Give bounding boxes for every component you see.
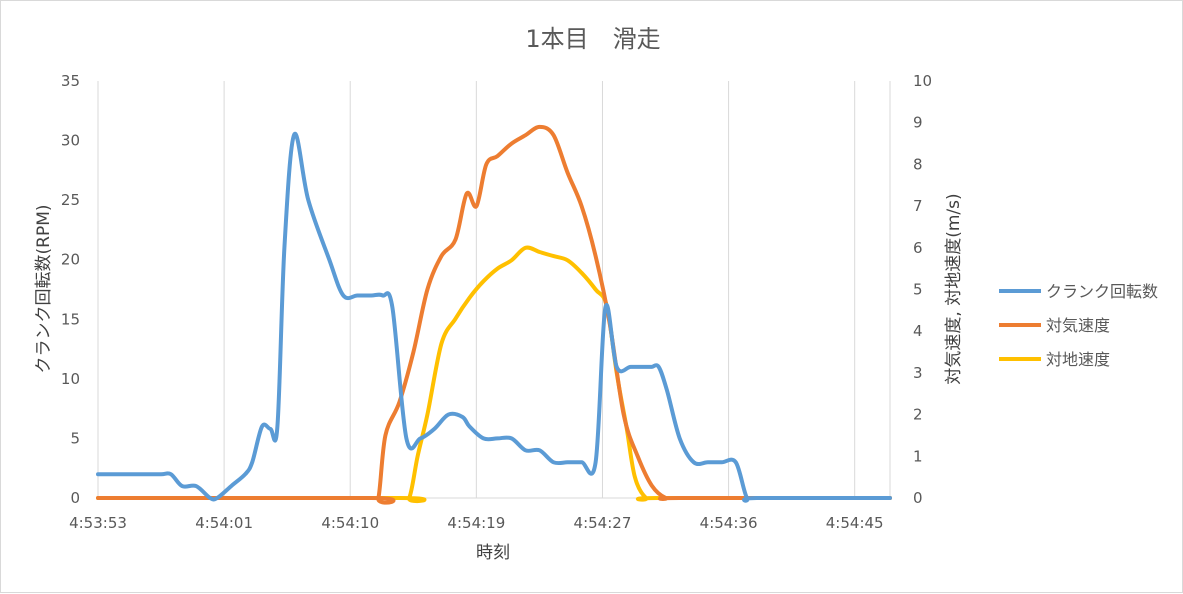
right-tick-label: 3 bbox=[913, 364, 923, 382]
right-tick-label: 2 bbox=[913, 406, 923, 424]
right-tick-label: 8 bbox=[913, 155, 923, 173]
x-tick-label: 4:54:27 bbox=[574, 514, 632, 532]
right-tick-label: 10 bbox=[913, 72, 932, 90]
right-tick-label: 9 bbox=[913, 114, 923, 132]
right-tick-label: 5 bbox=[913, 281, 923, 299]
left-tick-label: 15 bbox=[61, 310, 80, 328]
left-tick-label: 5 bbox=[70, 429, 80, 447]
x-tick-label: 4:54:01 bbox=[195, 514, 253, 532]
series-layer bbox=[96, 124, 892, 505]
legend: クランク回転数 対気速度 対地速度 bbox=[999, 282, 1158, 369]
x-tick-label: 4:54:10 bbox=[321, 514, 379, 532]
series-line-airspeed bbox=[96, 124, 892, 505]
right-axis-tick-labels: 0 1 2 3 4 5 6 7 8 9 10 bbox=[913, 72, 932, 507]
series-line-groundspeed bbox=[96, 245, 892, 504]
x-tick-label: 4:54:19 bbox=[447, 514, 505, 532]
legend-label-groundspeed: 対地速度 bbox=[1046, 350, 1110, 369]
right-tick-label: 1 bbox=[913, 447, 923, 465]
right-tick-label: 4 bbox=[913, 322, 923, 340]
x-axis-tick-labels: 4:53:53 4:54:01 4:54:10 4:54:19 4:54:27 4:54:… bbox=[69, 514, 884, 532]
left-tick-label: 35 bbox=[61, 72, 80, 90]
left-axis-tick-labels: 0 5 10 15 20 25 30 35 bbox=[61, 72, 80, 507]
x-tick-label: 4:53:53 bbox=[69, 514, 127, 532]
x-axis-title: 時刻 bbox=[476, 543, 510, 563]
chart-title: 1本目 滑走 bbox=[525, 25, 660, 53]
right-tick-label: 6 bbox=[913, 239, 923, 257]
right-tick-label: 0 bbox=[913, 489, 923, 507]
left-tick-label: 20 bbox=[61, 251, 80, 269]
x-tick-label: 4:54:45 bbox=[826, 514, 884, 532]
left-tick-label: 25 bbox=[61, 191, 80, 209]
legend-label-crank: クランク回転数 bbox=[1046, 282, 1158, 301]
right-tick-label: 7 bbox=[913, 197, 923, 215]
legend-label-airspeed: 対気速度 bbox=[1046, 316, 1110, 335]
right-axis-title: 対気速度, 対地速度(m/s) bbox=[944, 193, 964, 384]
x-tick-label: 4:54:36 bbox=[700, 514, 758, 532]
left-tick-label: 10 bbox=[61, 370, 80, 388]
left-axis-title: クランク回転数(RPM) bbox=[34, 205, 54, 374]
left-tick-label: 30 bbox=[61, 132, 80, 150]
vertical-gridlines bbox=[97, 81, 891, 498]
left-tick-label: 0 bbox=[70, 489, 80, 507]
series-line-crank-rpm bbox=[96, 131, 892, 503]
